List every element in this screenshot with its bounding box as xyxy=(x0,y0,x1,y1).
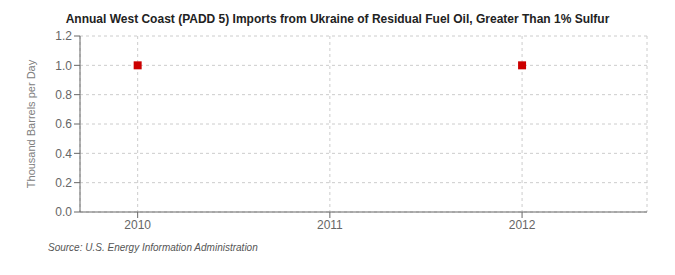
svg-text:2011: 2011 xyxy=(317,218,343,232)
svg-text:0.8: 0.8 xyxy=(55,88,72,102)
svg-text:2012: 2012 xyxy=(509,218,536,232)
svg-text:1.2: 1.2 xyxy=(55,29,72,43)
svg-text:Thousand Barrels per Day: Thousand Barrels per Day xyxy=(25,59,37,188)
svg-text:1.0: 1.0 xyxy=(55,59,72,73)
svg-text:0.0: 0.0 xyxy=(55,205,72,219)
svg-text:0.6: 0.6 xyxy=(55,117,72,131)
html-text:Annual West Coast (PADD 5) Imp: Annual West Coast (PADD 5) Imports from … xyxy=(65,12,610,26)
svg-text:2010: 2010 xyxy=(124,218,151,232)
html-text:Source: U.S. Energy Informatio: Source: U.S. Energy Information Administ… xyxy=(48,242,258,253)
svg-text:0.2: 0.2 xyxy=(55,176,72,190)
svg-text:0.4: 0.4 xyxy=(55,147,72,161)
